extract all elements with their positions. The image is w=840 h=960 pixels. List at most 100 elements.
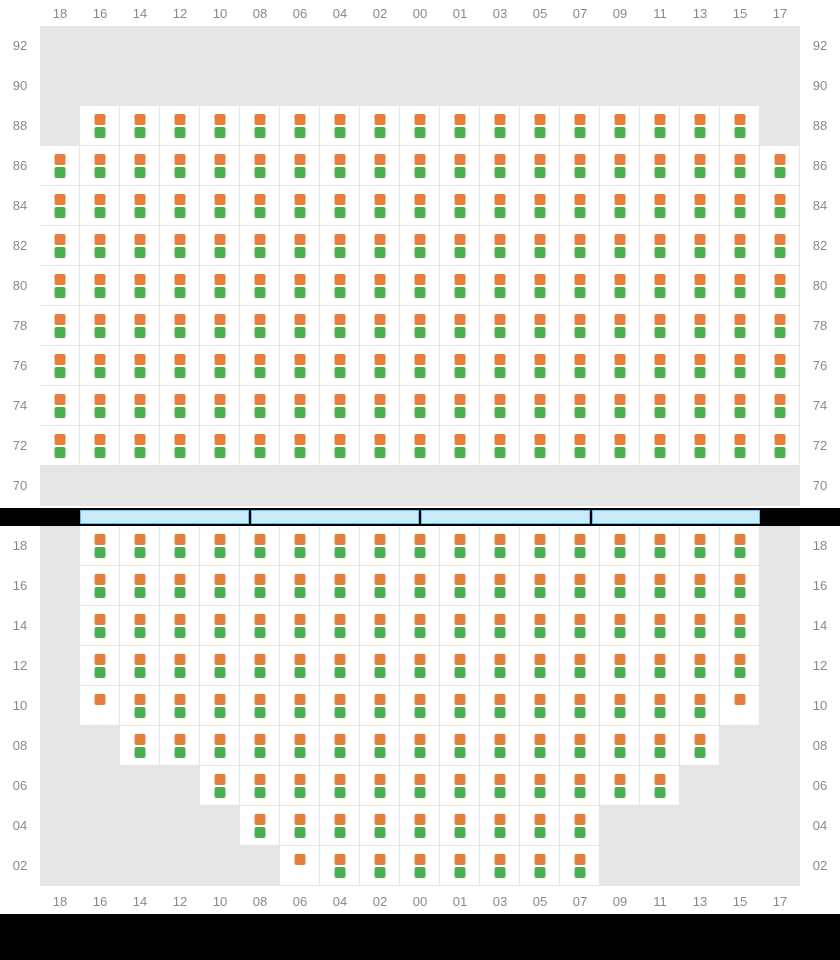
seat-cell[interactable] — [400, 646, 440, 686]
seat-cell[interactable] — [40, 266, 80, 306]
seat-cell[interactable] — [160, 686, 200, 726]
seat-cell[interactable] — [160, 426, 200, 466]
seat-cell[interactable] — [280, 146, 320, 186]
seat-cell[interactable] — [560, 146, 600, 186]
seat-cell[interactable] — [560, 226, 600, 266]
seat-cell[interactable] — [640, 526, 680, 566]
seat-cell[interactable] — [560, 566, 600, 606]
seat-cell[interactable] — [640, 566, 680, 606]
seat-cell[interactable] — [320, 226, 360, 266]
seat-cell[interactable] — [400, 806, 440, 846]
seat-cell[interactable] — [120, 606, 160, 646]
seat-cell[interactable] — [520, 566, 560, 606]
seat-cell[interactable] — [360, 646, 400, 686]
seat-cell[interactable] — [640, 146, 680, 186]
seat-cell[interactable] — [600, 606, 640, 646]
seat-cell[interactable] — [120, 186, 160, 226]
seat-cell[interactable] — [320, 806, 360, 846]
seat-cell[interactable] — [200, 606, 240, 646]
seat-cell[interactable] — [400, 766, 440, 806]
seat-cell[interactable] — [320, 646, 360, 686]
seat-cell[interactable] — [240, 146, 280, 186]
seat-cell[interactable] — [680, 306, 720, 346]
seat-cell[interactable] — [400, 386, 440, 426]
seat-cell[interactable] — [480, 226, 520, 266]
seat-cell[interactable] — [640, 186, 680, 226]
seat-cell[interactable] — [720, 526, 760, 566]
seat-cell[interactable] — [760, 386, 800, 426]
seat-cell[interactable] — [520, 646, 560, 686]
seat-cell[interactable] — [680, 146, 720, 186]
seat-cell[interactable] — [560, 526, 600, 566]
seat-cell[interactable] — [400, 226, 440, 266]
seat-cell[interactable] — [320, 386, 360, 426]
seat-cell[interactable] — [520, 686, 560, 726]
seat-cell[interactable] — [200, 686, 240, 726]
seat-cell[interactable] — [40, 186, 80, 226]
seat-cell[interactable] — [120, 226, 160, 266]
seat-cell[interactable] — [400, 426, 440, 466]
seat-cell[interactable] — [480, 846, 520, 886]
seat-cell[interactable] — [720, 226, 760, 266]
seat-cell[interactable] — [400, 106, 440, 146]
seat-cell[interactable] — [440, 526, 480, 566]
seat-cell[interactable] — [320, 566, 360, 606]
seat-cell[interactable] — [320, 186, 360, 226]
seat-cell[interactable] — [560, 606, 600, 646]
seat-cell[interactable] — [680, 106, 720, 146]
seat-cell[interactable] — [120, 686, 160, 726]
seat-cell[interactable] — [480, 386, 520, 426]
seat-cell[interactable] — [680, 526, 720, 566]
seat-cell[interactable] — [720, 266, 760, 306]
seat-cell[interactable] — [240, 426, 280, 466]
seat-cell[interactable] — [360, 846, 400, 886]
seat-cell[interactable] — [280, 306, 320, 346]
seat-cell[interactable] — [240, 606, 280, 646]
seat-cell[interactable] — [680, 566, 720, 606]
seat-cell[interactable] — [160, 186, 200, 226]
seat-cell[interactable] — [320, 426, 360, 466]
seat-cell[interactable] — [320, 766, 360, 806]
seat-cell[interactable] — [720, 186, 760, 226]
seat-cell[interactable] — [120, 426, 160, 466]
seat-cell[interactable] — [240, 526, 280, 566]
seat-cell[interactable] — [360, 726, 400, 766]
seat-cell[interactable] — [400, 306, 440, 346]
seat-cell[interactable] — [600, 226, 640, 266]
seat-cell[interactable] — [600, 186, 640, 226]
seat-cell[interactable] — [480, 526, 520, 566]
seat-cell[interactable] — [520, 726, 560, 766]
seat-cell[interactable] — [720, 686, 760, 726]
seat-cell[interactable] — [720, 306, 760, 346]
seat-cell[interactable] — [600, 146, 640, 186]
seat-cell[interactable] — [200, 526, 240, 566]
seat-cell[interactable] — [80, 266, 120, 306]
seat-cell[interactable] — [280, 766, 320, 806]
seat-cell[interactable] — [120, 726, 160, 766]
seat-cell[interactable] — [240, 726, 280, 766]
seat-cell[interactable] — [160, 226, 200, 266]
seat-cell[interactable] — [120, 266, 160, 306]
seat-cell[interactable] — [720, 346, 760, 386]
seat-cell[interactable] — [400, 726, 440, 766]
seat-cell[interactable] — [280, 346, 320, 386]
seat-cell[interactable] — [80, 106, 120, 146]
seat-cell[interactable] — [520, 766, 560, 806]
seat-cell[interactable] — [440, 686, 480, 726]
seat-cell[interactable] — [160, 526, 200, 566]
seat-cell[interactable] — [560, 186, 600, 226]
seat-cell[interactable] — [560, 306, 600, 346]
seat-cell[interactable] — [680, 266, 720, 306]
seat-cell[interactable] — [80, 226, 120, 266]
seat-cell[interactable] — [560, 686, 600, 726]
seat-cell[interactable] — [160, 266, 200, 306]
seat-cell[interactable] — [680, 346, 720, 386]
seat-cell[interactable] — [560, 106, 600, 146]
seat-cell[interactable] — [40, 346, 80, 386]
seat-cell[interactable] — [200, 566, 240, 606]
seat-cell[interactable] — [480, 646, 520, 686]
seat-cell[interactable] — [360, 566, 400, 606]
seat-cell[interactable] — [200, 186, 240, 226]
seat-cell[interactable] — [520, 346, 560, 386]
seat-cell[interactable] — [480, 606, 520, 646]
